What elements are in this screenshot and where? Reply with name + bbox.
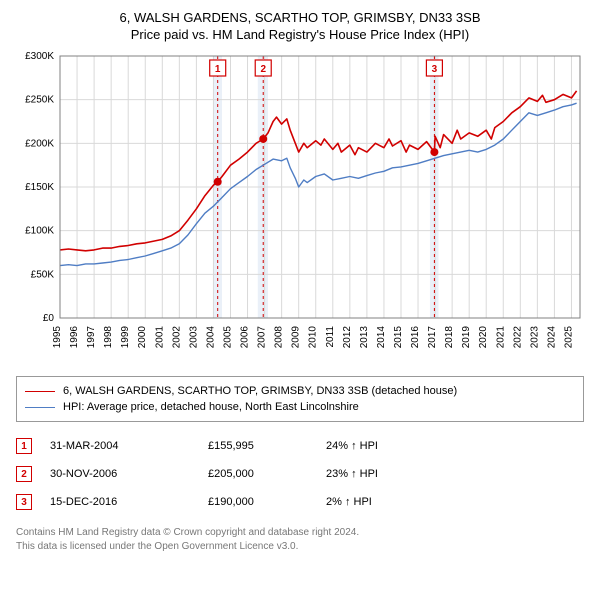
event-row: 2 30-NOV-2006 £205,000 23% ↑ HPI [16,460,584,488]
svg-text:2005: 2005 [222,326,233,349]
event-diff: 2% ↑ HPI [326,496,426,508]
svg-text:2002: 2002 [171,326,182,349]
svg-text:£200K: £200K [25,138,54,149]
svg-text:£100K: £100K [25,226,54,237]
svg-text:1995: 1995 [52,326,63,349]
svg-text:2010: 2010 [308,326,319,349]
event-price: £205,000 [208,468,308,480]
event-date: 15-DEC-2016 [50,496,190,508]
svg-text:2009: 2009 [291,326,302,349]
event-marker: 2 [16,466,32,482]
legend-swatch [25,391,55,392]
event-date: 30-NOV-2006 [50,468,190,480]
svg-text:£150K: £150K [25,182,54,193]
svg-text:2020: 2020 [478,326,489,349]
svg-text:£50K: £50K [31,269,55,280]
svg-text:2: 2 [260,64,266,75]
svg-text:2008: 2008 [274,326,285,349]
svg-text:£250K: £250K [25,95,54,106]
svg-text:1996: 1996 [69,326,80,349]
event-row: 1 31-MAR-2004 £155,995 24% ↑ HPI [16,432,584,460]
svg-text:2006: 2006 [240,326,251,349]
event-diff: 24% ↑ HPI [326,440,426,452]
event-marker: 3 [16,494,32,510]
event-price: £190,000 [208,496,308,508]
svg-text:2019: 2019 [461,326,472,349]
chart-area: £0 £50K £100K £150K £200K £250K £300K 1995 1996 1… [16,48,584,366]
svg-text:2013: 2013 [359,326,370,349]
svg-text:2023: 2023 [529,326,540,349]
svg-text:2012: 2012 [342,326,353,349]
legend-label: HPI: Average price, detached house, Nort… [63,401,359,413]
line-chart-svg: £0 £50K £100K £150K £200K £250K £300K 1995 1996 1… [16,48,584,366]
svg-text:2011: 2011 [325,326,336,348]
svg-text:3: 3 [432,64,438,75]
svg-text:1999: 1999 [120,326,131,349]
svg-text:2014: 2014 [376,326,387,349]
legend-swatch [25,407,55,408]
svg-text:2016: 2016 [410,326,421,349]
event-marker: 1 [16,438,32,454]
svg-text:2022: 2022 [512,326,523,349]
event-price: £155,995 [208,440,308,452]
svg-text:2004: 2004 [205,326,216,349]
event-diff: 23% ↑ HPI [326,468,426,480]
title-block: 6, WALSH GARDENS, SCARTHO TOP, GRIMSBY, … [16,10,584,42]
title-line-1: 6, WALSH GARDENS, SCARTHO TOP, GRIMSBY, … [16,10,584,25]
svg-text:£300K: £300K [25,51,54,62]
svg-text:2000: 2000 [137,326,148,349]
event-date: 31-MAR-2004 [50,440,190,452]
svg-text:2018: 2018 [444,326,455,349]
svg-text:2001: 2001 [154,326,165,349]
svg-text:1998: 1998 [103,326,114,349]
svg-text:2003: 2003 [188,326,199,349]
legend-item: 6, WALSH GARDENS, SCARTHO TOP, GRIMSBY, … [25,383,575,399]
chart-container: 6, WALSH GARDENS, SCARTHO TOP, GRIMSBY, … [0,0,600,590]
footer-attribution: Contains HM Land Registry data © Crown c… [16,526,584,553]
title-line-2: Price paid vs. HM Land Registry's House … [16,27,584,42]
svg-text:1997: 1997 [86,326,97,349]
svg-text:2025: 2025 [563,326,574,349]
svg-text:£0: £0 [43,313,55,324]
footer-line-1: Contains HM Land Registry data © Crown c… [16,526,584,540]
legend-label: 6, WALSH GARDENS, SCARTHO TOP, GRIMSBY, … [63,385,457,397]
svg-text:2017: 2017 [427,326,438,349]
legend-box: 6, WALSH GARDENS, SCARTHO TOP, GRIMSBY, … [16,376,584,422]
event-row: 3 15-DEC-2016 £190,000 2% ↑ HPI [16,488,584,516]
svg-text:1: 1 [215,64,221,75]
svg-text:2007: 2007 [257,326,268,349]
svg-text:2015: 2015 [393,326,404,349]
svg-text:2024: 2024 [546,326,557,349]
footer-line-2: This data is licensed under the Open Gov… [16,540,584,554]
svg-text:2021: 2021 [495,326,506,349]
legend-item: HPI: Average price, detached house, Nort… [25,399,575,415]
events-list: 1 31-MAR-2004 £155,995 24% ↑ HPI 2 30-NOV-200… [16,432,584,516]
